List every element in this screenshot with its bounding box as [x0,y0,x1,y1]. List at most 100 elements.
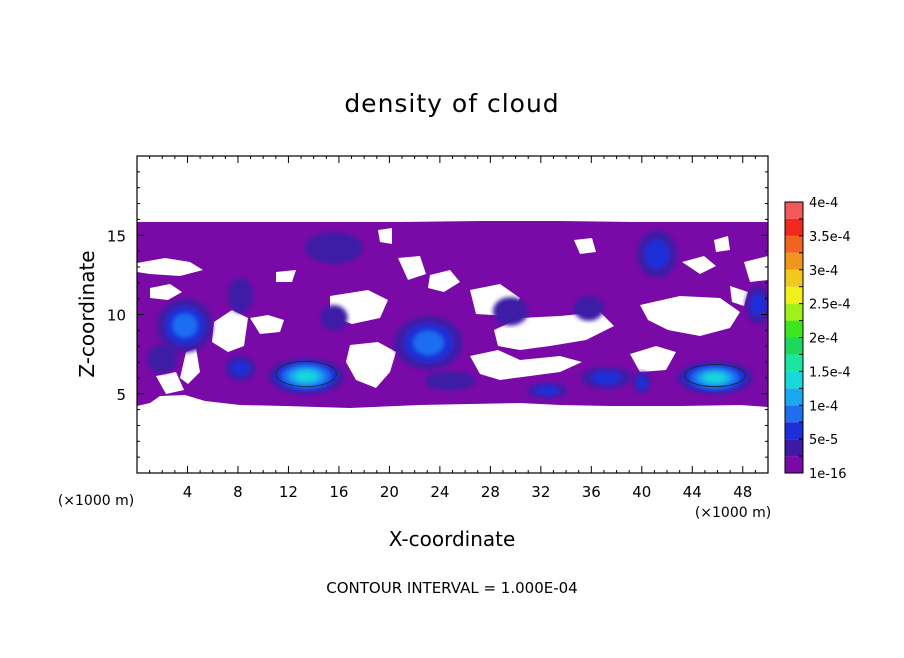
contour-line [275,360,337,388]
x-tick-label: 32 [531,483,550,501]
level-1 [227,278,254,313]
level-3 [172,313,198,338]
blob-h [632,371,651,394]
x-unit-label: (×1000 m) [695,505,771,521]
colorbar-swatch [785,388,803,406]
level-1 [424,371,476,391]
colorbar-label: 1.5e-4 [809,365,851,380]
colorbar-label: 5e-5 [809,433,838,448]
core-1 [268,358,344,395]
cloud-gap [250,315,284,334]
blob-center [394,316,463,370]
colorbar-swatch [785,337,803,355]
colorbar-swatch [785,202,803,219]
x-tick-label: 12 [279,483,298,501]
level-2 [636,375,648,390]
colorbar-swatch [785,371,803,389]
blob-west [157,298,213,353]
cloud-gap [156,372,184,394]
blob-f [581,366,632,389]
colorbar-swatch [785,405,803,423]
y-axis-title: Z-coordinate [75,250,99,377]
level-1 [304,232,363,264]
blob-b [227,278,254,313]
cloud-gap [398,256,426,280]
y-tick-label: 10 [107,307,126,325]
x-tick-label: 44 [683,483,702,501]
contour-interval-note: CONTOUR INTERVAL = 1.000E-04 [326,579,577,597]
colorbar-swatch [785,303,803,321]
blob-l [424,371,476,391]
blob-j [225,355,256,382]
colorbar-swatch [785,218,803,236]
x-tick-label: 36 [582,483,601,501]
y-tick-label: 15 [107,227,126,245]
cloud-gap [640,296,740,336]
x-tick-label: 20 [380,483,399,501]
colorbar-swatch [785,439,803,457]
blob-k [147,344,178,374]
colorbar-label: 2.5e-4 [809,298,851,313]
cloud-gap [744,256,768,282]
cloud-gap [212,310,248,352]
blob-e [526,382,568,399]
x-tick-label: 4 [183,483,193,501]
colorbar-swatch [785,320,803,338]
cloud-gap [150,284,182,300]
level-1 [492,297,529,326]
level-2 [750,293,766,317]
x-axis-title: X-coordinate [389,527,516,551]
colorbar-label: 2e-4 [809,332,838,347]
blob-g [636,230,678,279]
level-2 [534,385,560,396]
colorbar-swatch [785,354,803,372]
colorbar: 1e-16 5e-5 1e-4 1.5e-4 2e-4 2.5e-4 3e-4 3.5e-4 4… [784,196,851,482]
colorbar-label: 3e-4 [809,264,838,279]
x-tick-label: 8 [233,483,243,501]
colorbar-swatch [785,269,803,287]
x-tick-label: 28 [481,483,500,501]
level-1 [147,344,178,374]
colorbar-label: 3.5e-4 [809,230,851,245]
cloud-gap [428,270,460,292]
cloud-gap [494,312,614,350]
x-tick-label: 16 [329,483,348,501]
cloud-gap [714,236,730,252]
cloud-gap [346,342,396,388]
colorbar-label: 1e-16 [809,467,847,482]
colorbar-swatch [785,252,803,270]
cloud-gap [682,256,716,274]
level-1 [319,304,348,331]
blob-i [745,285,768,325]
colorbar-label: 1e-4 [809,399,838,414]
x-tick-label: 40 [632,483,651,501]
blob-a [319,304,348,331]
cloud-gap [137,258,203,276]
level-5 [704,373,726,383]
blob-d [492,297,529,326]
colorbar-swatch [785,422,803,440]
core-2 [677,361,753,395]
x-tick-label: 48 [733,483,752,501]
y-axis: 5 10 15 [107,171,768,458]
cloud-gap [378,228,392,244]
level-1 [573,295,604,321]
cloud-gap [630,346,676,372]
colorbar-swatch [785,235,803,253]
level-5 [295,371,317,382]
density-field [137,221,768,408]
cloud-gap [276,270,296,282]
colorbar-swatch [785,286,803,304]
cloud-gap [574,238,596,254]
y-tick-label: 5 [116,386,126,404]
level-2 [590,371,622,385]
blob-m [573,295,604,321]
x-tick-label: 24 [430,483,449,501]
level-3 [413,331,444,356]
chart-title: density of cloud [344,89,559,118]
cloud-gap [180,348,200,384]
y-unit-label: (×1000 m) [58,493,134,509]
colorbar-swatch [785,456,803,473]
colorbar-label: 4e-4 [809,196,838,211]
